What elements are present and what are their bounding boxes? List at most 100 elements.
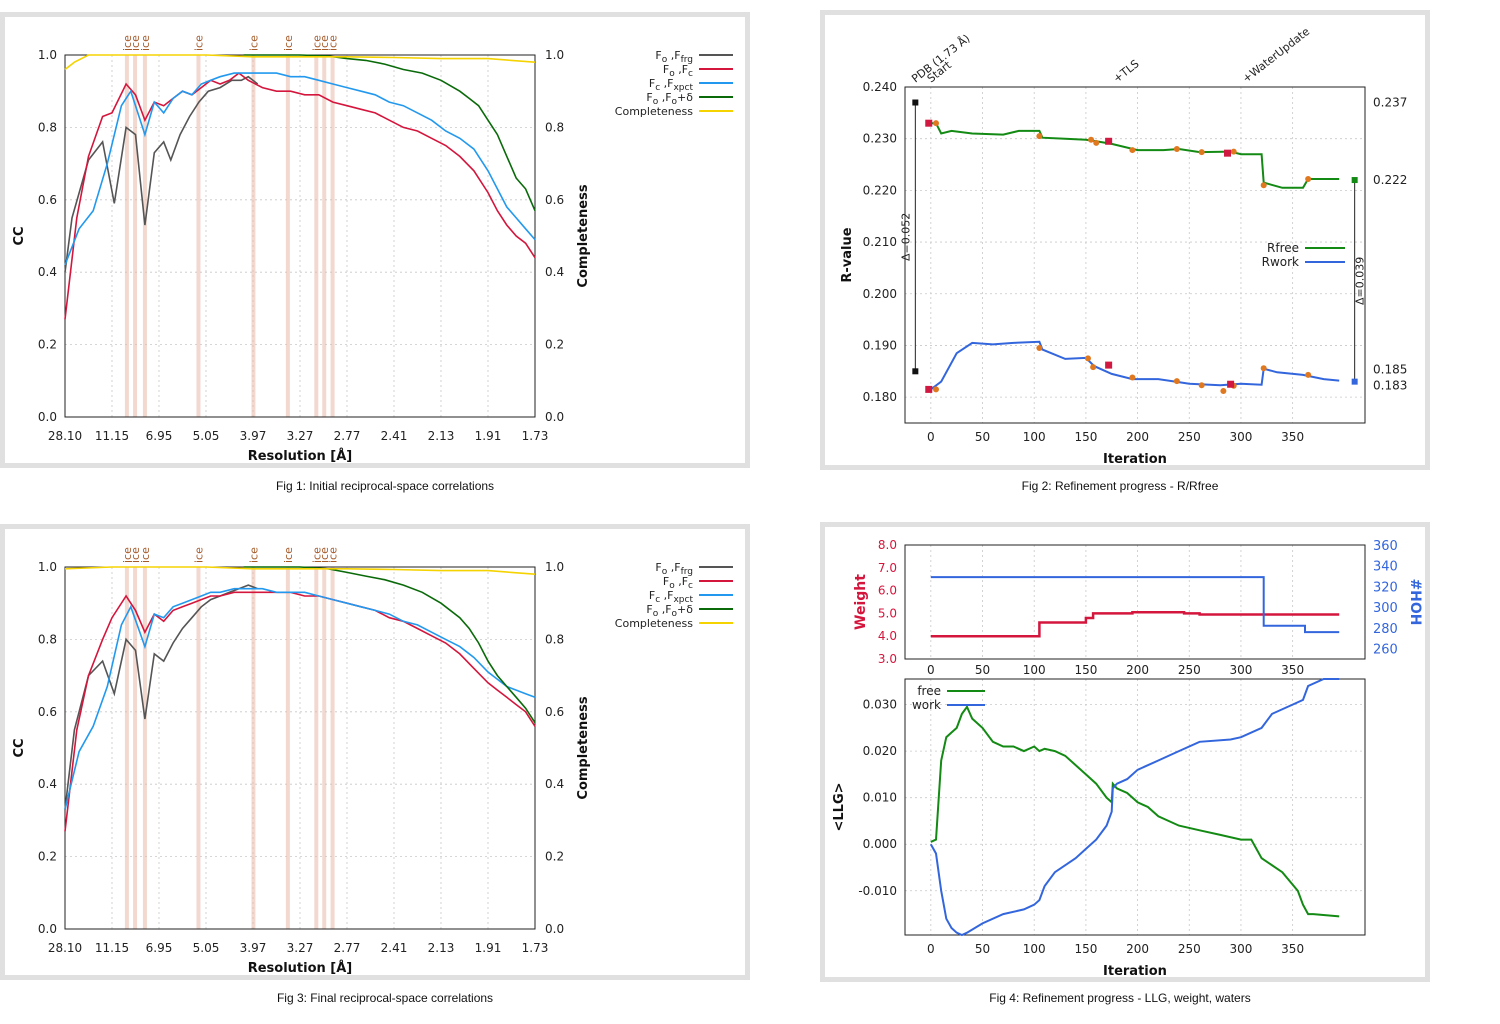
fig1-ice-label: ice — [282, 35, 295, 51]
fig3-ice-ring — [133, 567, 138, 929]
fig4-weight-tick-label: 6.0 — [878, 584, 897, 598]
fig1-xtick-label: 3.97 — [240, 429, 267, 443]
fig3-y2tick-label: 0.6 — [545, 705, 564, 719]
figure-panel-3: 28.10 11.15 6.95 5.05 3.97 3.27 2.77 2.41 2.13 1.… — [0, 524, 750, 980]
fig2-iteration-marker — [1173, 378, 1180, 385]
fig2-ytick-label: 0.230 — [863, 132, 897, 146]
fig4-bottom-xtick-label: 100 — [1023, 942, 1046, 956]
fig1-xtick-label: 2.41 — [381, 429, 408, 443]
fig4-legend-label: work — [912, 698, 941, 712]
fig4-legend-label: free — [917, 684, 941, 698]
fig1-xtick-label: 1.91 — [475, 429, 502, 443]
fig1-ice-label: ice — [139, 35, 152, 51]
fig1-ytick-label: 1.0 — [38, 48, 57, 62]
fig1-ytick-label: 0.0 — [38, 410, 57, 424]
fig3-ytick-label: 0.2 — [38, 850, 57, 864]
fig1-ice-ring — [124, 55, 129, 417]
fig2-stage-marker — [1105, 361, 1113, 369]
fig4-bottom-xtick-label: 350 — [1281, 942, 1304, 956]
fig4-weight-tick-label: 4.0 — [878, 629, 897, 643]
fig2-xtick-label: 200 — [1126, 430, 1149, 444]
fig4-weight-label: Weight — [853, 574, 869, 630]
fig1-ytick-label: 0.6 — [38, 193, 57, 207]
fig3-xtick-label: 2.41 — [381, 941, 408, 955]
fig4-hoh-tick-label: 360 — [1373, 539, 1398, 554]
fig1-xtick-label: 2.13 — [428, 429, 455, 443]
fig2-legend-label: Rfree — [1267, 241, 1299, 255]
fig2-xtick-label: 150 — [1074, 430, 1097, 444]
fig1-xtick-label: 5.05 — [193, 429, 220, 443]
fig2-pdb-marker — [912, 99, 919, 106]
fig3-ice-label: ice — [318, 547, 331, 563]
figure-panel-1: 28.10 11.15 6.95 5.05 3.97 3.27 2.77 2.41 2.13 1.… — [0, 12, 750, 468]
fig1-ytick-label: 0.8 — [38, 120, 57, 134]
fig2-chart: 0 50 100 150 200 250 300 350 0.180 0.190 0.200 0.21… — [840, 25, 1407, 465]
fig2-iteration-marker — [1090, 364, 1097, 371]
fig1-y2tick-label: 1.0 — [545, 48, 564, 62]
fig3-caption: Fig 3: Final reciprocal-space correlatio… — [276, 991, 494, 1005]
fig3-ice-label: ice — [247, 547, 260, 563]
fig4-top-xtick-label: 350 — [1281, 663, 1304, 677]
fig1-xtick-label: 28.10 — [48, 429, 82, 443]
fig3-xtick-label: 2.13 — [428, 941, 455, 955]
fig2-iteration-marker — [933, 386, 940, 393]
fig3-xtick-label: 5.05 — [193, 941, 220, 955]
fig3-series-green — [243, 566, 536, 724]
fig2-ytick-label: 0.190 — [863, 338, 897, 352]
fig2-xtick-label: 350 — [1281, 430, 1304, 444]
fig3-y2tick-label: 0.4 — [545, 777, 564, 791]
fig1-ytick-label: 0.4 — [38, 265, 57, 279]
fig3-legend-label: Fo ,Fc — [663, 575, 693, 591]
fig3-y2tick-label: 0.2 — [545, 850, 564, 864]
fig4-top-xtick-label: 150 — [1074, 663, 1097, 677]
fig3-ice-ring — [124, 567, 129, 929]
fig1-xlabel: Resolution [Å] — [248, 448, 353, 463]
fig1-ice-ring — [196, 55, 201, 417]
fig4-top-xtick-label: 200 — [1126, 663, 1149, 677]
fig3-y2tick-label: 0.0 — [545, 922, 564, 936]
fig2-pdb-marker — [912, 368, 919, 375]
fig1-legend-label: Fo ,Fc — [663, 63, 693, 79]
fig1-ice-label: ice — [192, 35, 205, 51]
fig3-legend-label: Fc ,Fxpct — [649, 589, 694, 605]
fig3-ice-ring — [285, 567, 290, 929]
fig4-bottom-frame — [904, 678, 1366, 936]
fig3-ice-label: ice — [192, 547, 205, 563]
fig3-ytick-label: 0.6 — [38, 705, 57, 719]
fig2-iteration-marker — [1036, 133, 1043, 140]
fig4-weight-tick-label: 3.0 — [878, 652, 897, 666]
fig2-final-rfree-marker — [1351, 177, 1358, 184]
fig2-ytick-label: 0.180 — [863, 390, 897, 404]
fig3-xtick-label: 3.97 — [240, 941, 267, 955]
fig3-ice-ring — [330, 567, 335, 929]
fig1-ice-ring — [142, 55, 147, 417]
fig2-iteration-marker — [1198, 382, 1205, 389]
fig3-xtick-label: 1.91 — [475, 941, 502, 955]
fig1-ytick-label: 0.2 — [38, 338, 57, 352]
fig1-legend-label: Completeness — [615, 105, 693, 118]
fig2-iteration-marker — [1036, 345, 1043, 352]
fig2-right-value: 0.185 — [1373, 362, 1407, 376]
fig3-y2tick-label: 1.0 — [545, 560, 564, 574]
fig4-top-xtick-label: 50 — [975, 663, 990, 677]
fig4-weight-tick-label: 7.0 — [878, 561, 897, 575]
fig3-xtick-label: 28.10 — [48, 941, 82, 955]
fig2-iteration-marker — [1129, 147, 1136, 154]
fig3-xtick-label: 1.73 — [522, 941, 549, 955]
fig2-iteration-marker — [1260, 182, 1267, 189]
fig4-hoh-label: #HOH — [1407, 578, 1423, 625]
fig2-xtick-label: 250 — [1178, 430, 1201, 444]
fig2-stage-marker — [925, 385, 933, 393]
fig3-y2label: Completeness — [576, 696, 591, 799]
fig4-bottom-xtick-label: 250 — [1178, 942, 1201, 956]
fig2-rwork-line — [930, 340, 1340, 391]
fig1-ice-ring — [322, 55, 327, 417]
fig2-legend-label: Rwork — [1262, 255, 1299, 269]
fig2-xtick-label: 50 — [975, 430, 990, 444]
fig3-xtick-label: 2.77 — [334, 941, 361, 955]
fig1-ice-ring — [285, 55, 290, 417]
fig4-bottom-xtick-label: 0 — [927, 942, 935, 956]
fig4-hoh-tick-label: 300 — [1373, 601, 1398, 616]
fig2-stage-marker — [1227, 380, 1235, 388]
fig1-series-red — [64, 72, 536, 320]
